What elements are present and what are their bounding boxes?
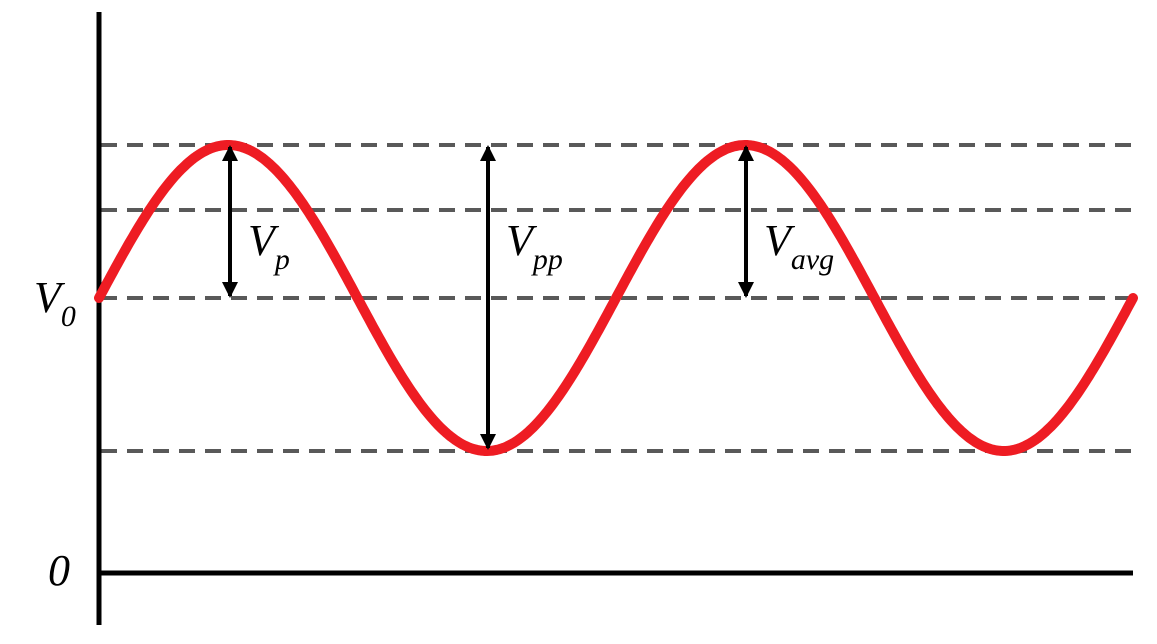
label-vpp: Vpp (506, 215, 563, 273)
label-vavg-main: V (764, 216, 791, 265)
label-v0-sub: 0 (61, 300, 76, 333)
arrow-vp (222, 145, 238, 298)
label-zero-main: 0 (48, 546, 70, 595)
label-vp-main: V (248, 216, 275, 265)
sine-wave (99, 145, 1133, 451)
label-v0-main: V (34, 273, 61, 322)
label-vpp-sub: pp (533, 243, 563, 276)
label-v0: V0 (34, 272, 76, 330)
label-vavg-sub: avg (791, 243, 834, 276)
label-zero: 0 (48, 545, 70, 596)
label-vp-sub: p (275, 243, 290, 276)
label-vp: Vp (248, 215, 290, 273)
label-vpp-main: V (506, 216, 533, 265)
label-vavg: Vavg (764, 215, 834, 273)
arrow-vavg (738, 145, 754, 298)
waveform-diagram (0, 0, 1157, 644)
